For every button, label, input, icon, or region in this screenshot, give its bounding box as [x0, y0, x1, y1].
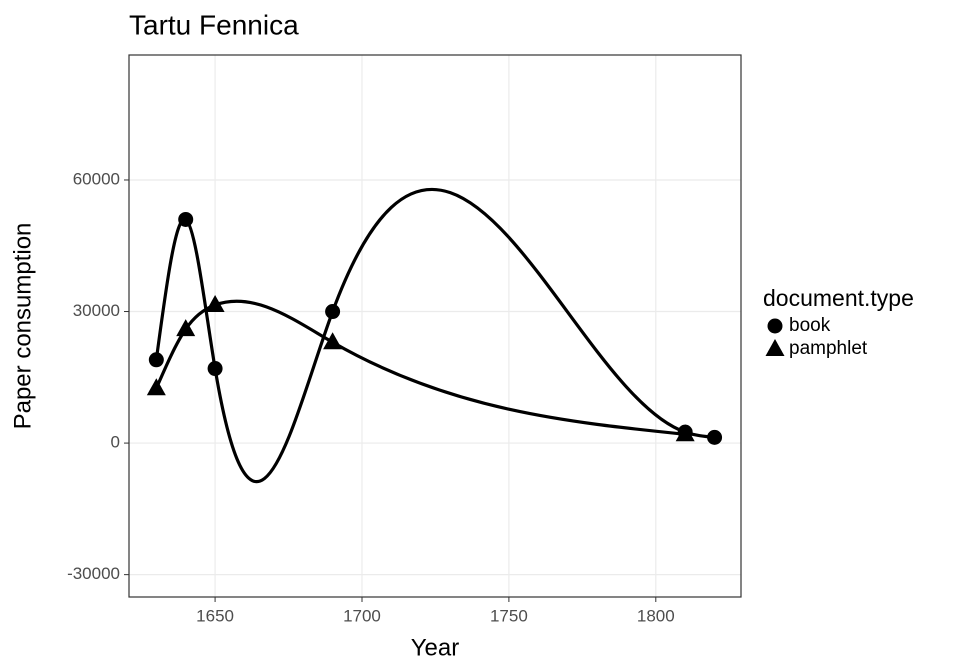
point	[176, 319, 196, 337]
point	[205, 294, 225, 312]
point	[675, 424, 695, 442]
point	[146, 378, 166, 396]
point	[148, 352, 164, 368]
x-axis-title: Year	[411, 634, 460, 661]
legend-symbol	[765, 339, 785, 356]
point	[707, 429, 723, 445]
point	[323, 332, 343, 350]
point	[207, 361, 223, 377]
legend-symbol	[767, 318, 783, 334]
y-tick-label: 60000	[73, 169, 120, 188]
chart-title: Tartu Fennica	[129, 9, 299, 40]
x-tick-label: 1800	[637, 606, 675, 625]
x-tick-label: 1750	[490, 606, 528, 625]
legend-title: document.type	[763, 285, 914, 311]
legend-label: pamphlet	[789, 338, 868, 359]
x-tick-label: 1650	[196, 606, 234, 625]
y-tick-label: -30000	[67, 564, 120, 583]
y-tick-label: 0	[111, 433, 120, 452]
y-tick-label: 30000	[73, 301, 120, 320]
y-axis-title: Paper consumption	[9, 223, 36, 430]
legend-label: book	[789, 315, 831, 336]
x-tick-label: 1700	[343, 606, 381, 625]
point	[325, 304, 341, 320]
plot-border	[128, 54, 742, 598]
point	[178, 211, 194, 227]
